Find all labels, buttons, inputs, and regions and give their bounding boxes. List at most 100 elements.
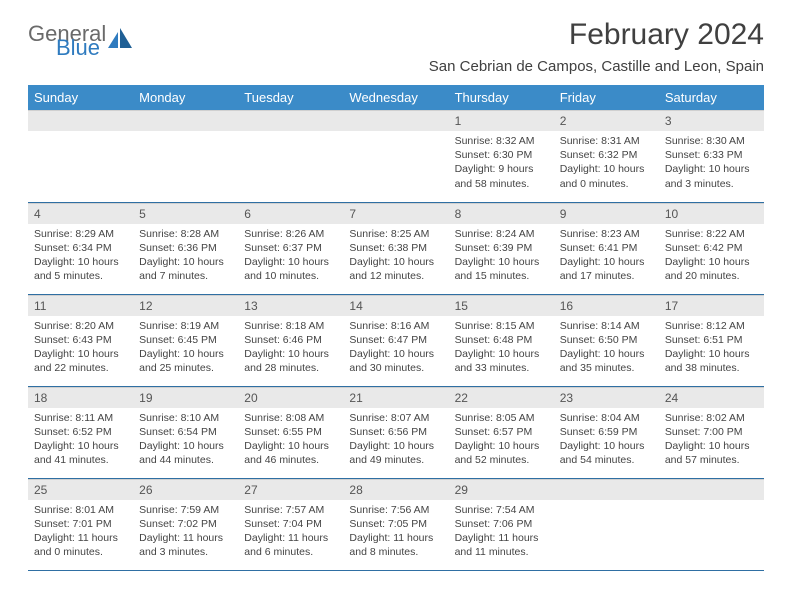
daylight-line: Daylight: 10 hours and 33 minutes. (455, 347, 548, 375)
sunrise-line: Sunrise: 8:16 AM (349, 319, 442, 333)
day-number: 12 (133, 295, 238, 316)
day-number: 29 (449, 479, 554, 500)
sunrise-line: Sunrise: 8:05 AM (455, 411, 548, 425)
sunset-line: Sunset: 6:52 PM (34, 425, 127, 439)
sunrise-line: Sunrise: 8:20 AM (34, 319, 127, 333)
sunrise-line: Sunrise: 8:28 AM (139, 227, 232, 241)
sunrise-line: Sunrise: 8:29 AM (34, 227, 127, 241)
daylight-line: Daylight: 10 hours and 15 minutes. (455, 255, 548, 283)
calendar-cell: 21Sunrise: 8:07 AMSunset: 6:56 PMDayligh… (343, 386, 448, 478)
calendar-cell: 24Sunrise: 8:02 AMSunset: 7:00 PMDayligh… (659, 386, 764, 478)
sunset-line: Sunset: 7:06 PM (455, 517, 548, 531)
calendar-week-row: 4Sunrise: 8:29 AMSunset: 6:34 PMDaylight… (28, 202, 764, 294)
day-number: 6 (238, 203, 343, 224)
day-body-empty (238, 131, 343, 138)
sunset-line: Sunset: 6:51 PM (665, 333, 758, 347)
day-body: Sunrise: 8:23 AMSunset: 6:41 PMDaylight:… (554, 224, 659, 288)
daylight-line: Daylight: 10 hours and 3 minutes. (665, 162, 758, 190)
daylight-line: Daylight: 10 hours and 57 minutes. (665, 439, 758, 467)
calendar-cell: 20Sunrise: 8:08 AMSunset: 6:55 PMDayligh… (238, 386, 343, 478)
sunrise-line: Sunrise: 8:23 AM (560, 227, 653, 241)
day-number: 15 (449, 295, 554, 316)
day-body: Sunrise: 7:56 AMSunset: 7:05 PMDaylight:… (343, 500, 448, 564)
day-number: 1 (449, 110, 554, 131)
weekday-header: Monday (133, 85, 238, 110)
title-block: February 2024 San Cebrian de Campos, Cas… (429, 18, 764, 75)
sunset-line: Sunset: 6:56 PM (349, 425, 442, 439)
sunset-line: Sunset: 6:42 PM (665, 241, 758, 255)
day-body: Sunrise: 8:30 AMSunset: 6:33 PMDaylight:… (659, 131, 764, 195)
day-body: Sunrise: 8:18 AMSunset: 6:46 PMDaylight:… (238, 316, 343, 380)
header: General Blue February 2024 San Cebrian d… (28, 18, 764, 75)
day-number: 20 (238, 387, 343, 408)
daylight-line: Daylight: 10 hours and 41 minutes. (34, 439, 127, 467)
sunrise-line: Sunrise: 8:24 AM (455, 227, 548, 241)
sunset-line: Sunset: 7:02 PM (139, 517, 232, 531)
day-body: Sunrise: 8:32 AMSunset: 6:30 PMDaylight:… (449, 131, 554, 195)
location: San Cebrian de Campos, Castille and Leon… (429, 58, 764, 75)
daylight-line: Daylight: 9 hours and 58 minutes. (455, 162, 548, 190)
day-number-empty (659, 479, 764, 500)
sail-icon (108, 26, 134, 55)
sunset-line: Sunset: 6:48 PM (455, 333, 548, 347)
logo-text-blue: Blue (56, 38, 106, 58)
day-body: Sunrise: 7:57 AMSunset: 7:04 PMDaylight:… (238, 500, 343, 564)
calendar-cell: 10Sunrise: 8:22 AMSunset: 6:42 PMDayligh… (659, 202, 764, 294)
day-number: 4 (28, 203, 133, 224)
calendar-cell: 2Sunrise: 8:31 AMSunset: 6:32 PMDaylight… (554, 110, 659, 202)
day-body-empty (554, 500, 659, 507)
daylight-line: Daylight: 10 hours and 20 minutes. (665, 255, 758, 283)
day-number: 16 (554, 295, 659, 316)
day-number-empty (343, 110, 448, 131)
sunset-line: Sunset: 6:45 PM (139, 333, 232, 347)
day-number: 17 (659, 295, 764, 316)
sunset-line: Sunset: 6:32 PM (560, 148, 653, 162)
day-number: 3 (659, 110, 764, 131)
daylight-line: Daylight: 10 hours and 22 minutes. (34, 347, 127, 375)
day-body-empty (28, 131, 133, 138)
day-body-empty (343, 131, 448, 138)
sunset-line: Sunset: 6:54 PM (139, 425, 232, 439)
day-body: Sunrise: 8:01 AMSunset: 7:01 PMDaylight:… (28, 500, 133, 564)
calendar-cell: 25Sunrise: 8:01 AMSunset: 7:01 PMDayligh… (28, 478, 133, 570)
day-number: 9 (554, 203, 659, 224)
weekday-header-row: Sunday Monday Tuesday Wednesday Thursday… (28, 85, 764, 110)
sunrise-line: Sunrise: 8:25 AM (349, 227, 442, 241)
calendar-cell (554, 478, 659, 570)
sunrise-line: Sunrise: 8:10 AM (139, 411, 232, 425)
sunset-line: Sunset: 6:47 PM (349, 333, 442, 347)
daylight-line: Daylight: 11 hours and 11 minutes. (455, 531, 548, 559)
day-number: 25 (28, 479, 133, 500)
sunrise-line: Sunrise: 8:31 AM (560, 134, 653, 148)
calendar-cell: 27Sunrise: 7:57 AMSunset: 7:04 PMDayligh… (238, 478, 343, 570)
calendar-cell: 29Sunrise: 7:54 AMSunset: 7:06 PMDayligh… (449, 478, 554, 570)
sunrise-line: Sunrise: 8:07 AM (349, 411, 442, 425)
day-body: Sunrise: 8:25 AMSunset: 6:38 PMDaylight:… (343, 224, 448, 288)
calendar-week-row: 11Sunrise: 8:20 AMSunset: 6:43 PMDayligh… (28, 294, 764, 386)
calendar-cell: 13Sunrise: 8:18 AMSunset: 6:46 PMDayligh… (238, 294, 343, 386)
sunset-line: Sunset: 6:37 PM (244, 241, 337, 255)
day-number-empty (133, 110, 238, 131)
sunset-line: Sunset: 7:01 PM (34, 517, 127, 531)
day-body: Sunrise: 8:08 AMSunset: 6:55 PMDaylight:… (238, 408, 343, 472)
sunset-line: Sunset: 6:39 PM (455, 241, 548, 255)
sunset-line: Sunset: 7:00 PM (665, 425, 758, 439)
day-number: 27 (238, 479, 343, 500)
sunset-line: Sunset: 6:38 PM (349, 241, 442, 255)
calendar-cell: 14Sunrise: 8:16 AMSunset: 6:47 PMDayligh… (343, 294, 448, 386)
calendar-cell: 26Sunrise: 7:59 AMSunset: 7:02 PMDayligh… (133, 478, 238, 570)
day-body: Sunrise: 8:26 AMSunset: 6:37 PMDaylight:… (238, 224, 343, 288)
sunset-line: Sunset: 6:46 PM (244, 333, 337, 347)
day-body: Sunrise: 8:28 AMSunset: 6:36 PMDaylight:… (133, 224, 238, 288)
day-number-empty (554, 479, 659, 500)
calendar-cell (343, 110, 448, 202)
day-number-empty (238, 110, 343, 131)
logo: General Blue (28, 24, 134, 58)
day-body: Sunrise: 8:22 AMSunset: 6:42 PMDaylight:… (659, 224, 764, 288)
sunset-line: Sunset: 6:36 PM (139, 241, 232, 255)
sunrise-line: Sunrise: 7:56 AM (349, 503, 442, 517)
sunrise-line: Sunrise: 8:08 AM (244, 411, 337, 425)
daylight-line: Daylight: 10 hours and 25 minutes. (139, 347, 232, 375)
calendar-cell: 5Sunrise: 8:28 AMSunset: 6:36 PMDaylight… (133, 202, 238, 294)
day-body: Sunrise: 8:02 AMSunset: 7:00 PMDaylight:… (659, 408, 764, 472)
